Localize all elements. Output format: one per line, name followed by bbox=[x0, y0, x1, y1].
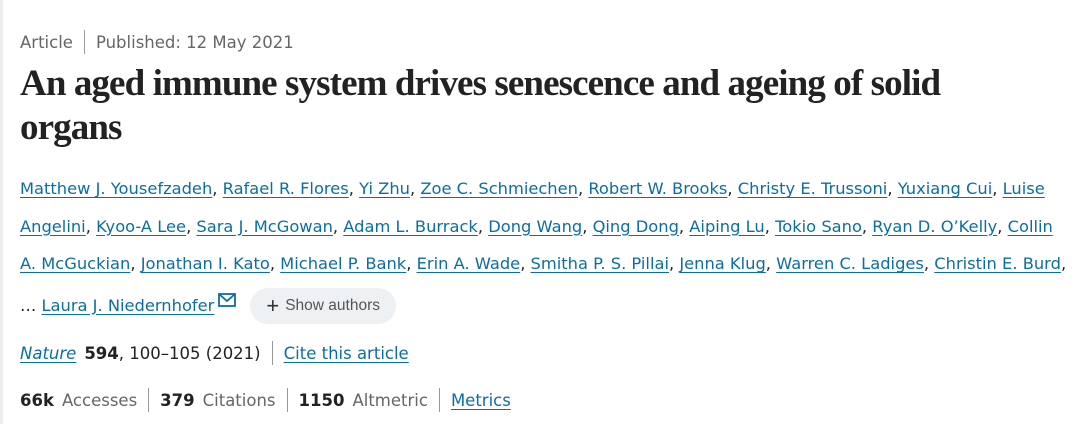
metrics-link[interactable]: Metrics bbox=[450, 390, 511, 410]
divider bbox=[271, 341, 273, 365]
corresponding-author-link[interactable]: Laura J. Niedernhofer bbox=[41, 295, 215, 315]
author-link[interactable]: Ryan D. O’Kelly bbox=[872, 216, 998, 236]
author-link[interactable]: Smitha P. S. Pillai bbox=[530, 254, 669, 273]
article-meta: Article Published: 12 May 2021 bbox=[20, 30, 294, 54]
show-authors-button[interactable]: + Show authors bbox=[250, 288, 396, 324]
accesses-label: Accesses bbox=[61, 390, 138, 410]
published-date: Published: 12 May 2021 bbox=[95, 32, 294, 52]
divider bbox=[83, 30, 85, 54]
author-link[interactable]: Kyoo-A Lee bbox=[96, 216, 187, 236]
author-link[interactable]: Zoe C. Schmiechen bbox=[420, 179, 578, 198]
altmetric-label: Altmetric bbox=[352, 390, 428, 410]
citations-label: Citations bbox=[202, 390, 276, 410]
author-link[interactable]: Tokio Sano bbox=[775, 216, 862, 236]
cite-this-article-link[interactable]: Cite this article bbox=[283, 343, 409, 363]
author-link[interactable]: Qing Dong bbox=[592, 216, 679, 236]
article-type: Article bbox=[20, 32, 73, 52]
plus-icon: + bbox=[266, 293, 280, 318]
author-link[interactable]: Yuxiang Cui bbox=[897, 179, 993, 198]
author-link[interactable]: Yi Zhu bbox=[359, 179, 410, 198]
author-link[interactable]: Christin E. Burd bbox=[934, 254, 1061, 273]
author-link[interactable]: Rafael R. Flores bbox=[222, 179, 349, 198]
author-link[interactable]: Jenna Klug bbox=[679, 254, 766, 273]
left-edge bbox=[0, 0, 3, 424]
ellipsis: … bbox=[20, 295, 37, 315]
author-link[interactable]: Dong Wang bbox=[488, 216, 583, 236]
article-metrics: 66k Accesses 379 Citations 1150 Altmetri… bbox=[20, 388, 511, 412]
pages: , 100–105 (2021) bbox=[118, 343, 261, 363]
author-link[interactable]: Adam L. Burrack bbox=[343, 216, 478, 236]
accesses-value: 66k bbox=[20, 390, 54, 410]
divider bbox=[286, 388, 288, 412]
divider bbox=[148, 388, 150, 412]
divider bbox=[438, 388, 440, 412]
volume: 594 bbox=[84, 343, 119, 363]
altmetric-value: 1150 bbox=[298, 390, 345, 410]
author-link[interactable]: Luise Angelini bbox=[20, 179, 1045, 236]
author-link[interactable]: Jonathan I. Kato bbox=[140, 254, 270, 273]
article-title: An aged immune system drives senescence … bbox=[20, 63, 941, 148]
author-link[interactable]: Warren C. Ladiges bbox=[776, 254, 924, 273]
author-link[interactable]: Matthew J. Yousefzadeh bbox=[20, 179, 213, 198]
journal-link[interactable]: Nature bbox=[20, 343, 77, 363]
show-authors-label: Show authors bbox=[285, 297, 380, 314]
author-link[interactable]: Aiping Lu bbox=[689, 216, 765, 236]
author-link[interactable]: Sara J. McGowan bbox=[196, 216, 333, 236]
envelope-icon[interactable] bbox=[218, 283, 237, 321]
citations-value: 379 bbox=[160, 390, 195, 410]
author-link[interactable]: Robert W. Brooks bbox=[588, 179, 728, 198]
citation: Nature 594 , 100–105 (2021) Cite this ar… bbox=[20, 341, 409, 365]
author-link[interactable]: Michael P. Bank bbox=[280, 254, 407, 273]
author-link[interactable]: Erin A. Wade bbox=[416, 254, 521, 273]
author-list: Matthew J. Yousefzadeh, Rafael R. Flores… bbox=[20, 170, 1070, 324]
author-link[interactable]: Collin A. McGuckian bbox=[20, 216, 1053, 274]
author-link[interactable]: Christy E. Trussoni bbox=[737, 179, 888, 198]
